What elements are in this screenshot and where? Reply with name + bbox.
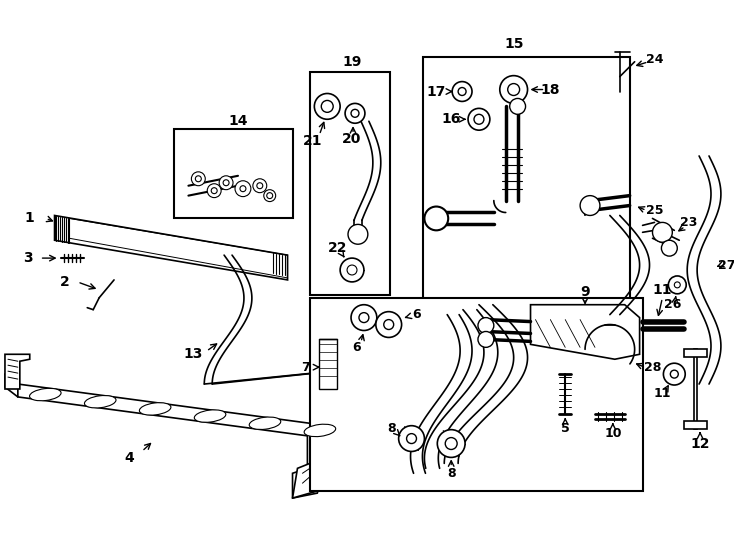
- Circle shape: [661, 240, 677, 256]
- Polygon shape: [54, 215, 288, 280]
- Text: 2: 2: [59, 275, 69, 289]
- Circle shape: [340, 258, 364, 282]
- Circle shape: [351, 305, 377, 330]
- Circle shape: [211, 188, 217, 194]
- Circle shape: [458, 87, 466, 96]
- Bar: [173, 129, 293, 219]
- Text: 27: 27: [718, 259, 734, 272]
- Text: 5: 5: [561, 422, 570, 435]
- Ellipse shape: [29, 388, 61, 401]
- Circle shape: [478, 318, 494, 334]
- Circle shape: [223, 180, 229, 186]
- Bar: [694, 349, 697, 429]
- Circle shape: [500, 76, 528, 103]
- Text: 4: 4: [124, 451, 134, 465]
- Circle shape: [474, 114, 484, 124]
- Circle shape: [359, 313, 369, 322]
- Ellipse shape: [304, 424, 335, 437]
- Ellipse shape: [84, 395, 116, 408]
- Text: 15: 15: [505, 37, 524, 51]
- Text: 6: 6: [413, 308, 421, 321]
- Circle shape: [192, 172, 206, 186]
- Text: 20: 20: [342, 132, 362, 146]
- Circle shape: [675, 282, 680, 288]
- Circle shape: [407, 434, 416, 443]
- Polygon shape: [5, 354, 30, 389]
- Bar: [424, 57, 630, 303]
- Circle shape: [321, 100, 333, 112]
- Text: 7: 7: [301, 361, 310, 374]
- Circle shape: [235, 181, 251, 197]
- Text: 28: 28: [644, 361, 661, 374]
- Text: 19: 19: [342, 55, 362, 69]
- Circle shape: [508, 84, 520, 96]
- Circle shape: [207, 184, 221, 198]
- Text: 22: 22: [327, 241, 347, 255]
- Circle shape: [653, 222, 672, 242]
- Text: 17: 17: [426, 84, 446, 98]
- Bar: [684, 349, 707, 357]
- Text: 10: 10: [604, 427, 622, 440]
- Ellipse shape: [250, 417, 281, 429]
- Text: 11: 11: [654, 388, 671, 401]
- Polygon shape: [531, 305, 639, 359]
- Circle shape: [240, 186, 246, 192]
- Bar: [310, 72, 390, 295]
- Circle shape: [437, 430, 465, 457]
- Text: 18: 18: [541, 83, 560, 97]
- Bar: [319, 340, 337, 389]
- Circle shape: [399, 426, 424, 451]
- Text: 6: 6: [352, 341, 361, 354]
- Bar: [684, 421, 707, 429]
- Circle shape: [580, 195, 600, 215]
- Bar: [310, 298, 642, 491]
- Circle shape: [195, 176, 201, 182]
- Circle shape: [664, 363, 686, 385]
- Ellipse shape: [139, 403, 171, 415]
- Text: 9: 9: [581, 285, 590, 299]
- Circle shape: [348, 225, 368, 244]
- Circle shape: [219, 176, 233, 190]
- Circle shape: [452, 82, 472, 102]
- Polygon shape: [18, 384, 387, 447]
- Circle shape: [446, 437, 457, 449]
- Text: 8: 8: [447, 467, 456, 480]
- Text: 13: 13: [184, 347, 203, 361]
- Circle shape: [509, 98, 526, 114]
- Circle shape: [376, 312, 401, 338]
- Text: 11: 11: [653, 283, 672, 297]
- Polygon shape: [293, 434, 387, 498]
- Text: 8: 8: [388, 422, 396, 435]
- Circle shape: [257, 183, 263, 188]
- Text: 23: 23: [680, 216, 698, 229]
- Circle shape: [253, 179, 266, 193]
- Circle shape: [384, 320, 393, 329]
- Ellipse shape: [195, 410, 226, 422]
- Circle shape: [345, 103, 365, 123]
- Text: 21: 21: [302, 134, 322, 148]
- Circle shape: [347, 265, 357, 275]
- Polygon shape: [293, 458, 327, 498]
- Text: 24: 24: [646, 53, 664, 66]
- Circle shape: [669, 276, 686, 294]
- Text: 3: 3: [23, 251, 32, 265]
- Text: 12: 12: [691, 436, 710, 450]
- Circle shape: [264, 190, 276, 201]
- Text: 14: 14: [228, 114, 248, 129]
- Circle shape: [468, 109, 490, 130]
- Circle shape: [424, 206, 448, 231]
- Circle shape: [670, 370, 678, 378]
- Text: 26: 26: [664, 298, 681, 311]
- Circle shape: [478, 332, 494, 347]
- Circle shape: [314, 93, 340, 119]
- Text: 1: 1: [25, 212, 34, 225]
- Circle shape: [266, 193, 273, 199]
- Text: 25: 25: [646, 204, 664, 217]
- Circle shape: [351, 110, 359, 117]
- Text: 16: 16: [442, 112, 461, 126]
